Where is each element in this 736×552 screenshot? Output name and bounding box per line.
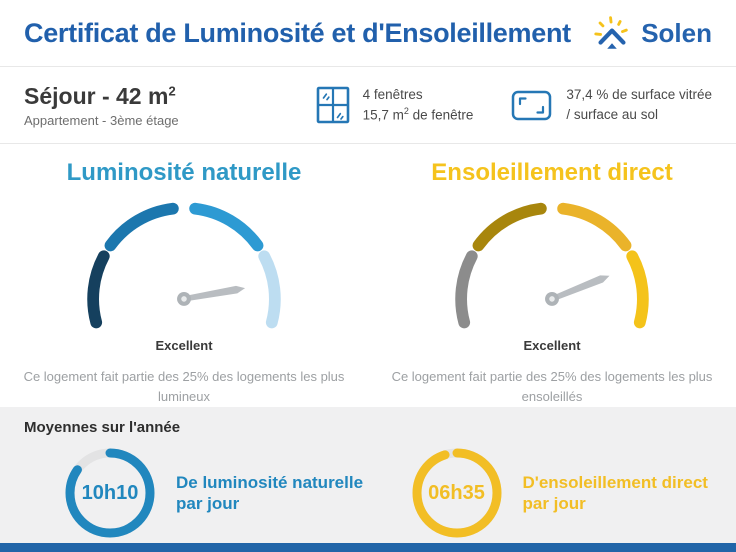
gauge-luminosity-description: Ce logement fait partie des 25% des loge…	[23, 369, 345, 405]
feature-glazing-line1: 37,4 % de surface vitrée	[566, 87, 712, 103]
gauge-sunlight: Ensoleillement direct Excellent Ce logem…	[368, 158, 736, 407]
sunlight-hours-label: D'ensoleillement direct par jour	[523, 472, 708, 515]
gauge-luminosity: Luminosité naturelle Excellent Ce logeme…	[0, 158, 368, 407]
gauge-sunlight-chart	[455, 202, 649, 329]
sunlight-label-line2: par jour	[522, 494, 586, 514]
property-subtitle: Appartement - 3ème étage	[24, 112, 179, 128]
feature-windows-line2-pre: 15,7 m	[362, 107, 404, 123]
footer: www.solen.co Certificat zfjbfKBGrKE	[0, 543, 736, 552]
ring-chart	[412, 448, 501, 538]
glazing-ratio-icon	[512, 90, 552, 121]
brand-name: Solen	[641, 17, 712, 48]
feature-windows-line1: 4 fenêtres	[362, 87, 423, 103]
average-luminosity: 10h10 De luminosité naturelle par jour	[24, 447, 366, 539]
sunlight-label-line1: D'ensoleillement direct	[522, 473, 708, 493]
luminosity-label-line2: par jour	[176, 494, 240, 514]
ring-chart	[65, 448, 155, 538]
property-info: Séjour - 42 m2 Appartement - 3ème étage	[24, 83, 179, 128]
house-sun-icon	[594, 16, 628, 49]
property-section: Séjour - 42 m2 Appartement - 3ème étage	[0, 67, 736, 144]
gauge-luminosity-rating: Excellent	[155, 338, 213, 353]
window-icon	[316, 86, 349, 124]
feature-glazing-text: 37,4 % de surface vitrée / surface au so…	[566, 85, 712, 124]
property-name: Séjour - 42 m2	[24, 83, 179, 110]
property-features: 4 fenêtres 15,7 m2 de fenêtre 37,4 % de …	[316, 85, 712, 125]
sunlight-progress-ring: 06h35	[411, 447, 503, 539]
gauge-needle	[183, 285, 246, 302]
luminosity-progress-ring: 10h10	[64, 447, 156, 539]
averages-section: Moyennes sur l'année 10h10 De luminosité…	[0, 407, 736, 544]
feature-glazing-line2: / surface au sol	[566, 107, 658, 122]
luminosity-label-line1: De luminosité naturelle	[176, 473, 364, 493]
luminosity-hours-label: De luminosité naturelle par jour	[176, 472, 363, 515]
gauge-sunlight-description: Ce logement fait partie des 25% des loge…	[391, 369, 713, 405]
gauges-section: Luminosité naturelle Excellent Ce logeme…	[0, 144, 736, 407]
feature-windows-line2: 15,7 m2 de fenêtre	[363, 105, 474, 125]
sunlight-hours-value: 06h35	[428, 481, 485, 504]
feature-windows-line2-post: de fenêtre	[408, 107, 474, 123]
feature-windows-text: 4 fenêtres 15,7 m2 de fenêtre	[363, 85, 474, 125]
gauge-luminosity-title: Luminosité naturelle	[66, 159, 302, 186]
page-title: Certificat de Luminosité et d'Ensoleille…	[24, 17, 571, 48]
feature-windows-line2-sup: 2	[403, 105, 409, 116]
solen-logo: Solen	[591, 13, 712, 53]
gauge-sunlight-title: Ensoleillement direct	[431, 159, 673, 186]
average-sunlight: 06h35 D'ensoleillement direct par jour	[366, 447, 713, 539]
feature-glazing: 37,4 % de surface vitrée / surface au so…	[511, 85, 712, 124]
feature-windows: 4 fenêtres 15,7 m2 de fenêtre	[316, 85, 474, 125]
gauge-luminosity-chart	[87, 202, 281, 329]
averages-heading: Moyennes sur l'année	[24, 419, 181, 437]
luminosity-hours-value: 10h10	[81, 481, 139, 504]
gauge-needle	[550, 275, 610, 302]
property-name-text: Séjour - 42 m	[24, 82, 169, 109]
averages-rows: 10h10 De luminosité naturelle par jour 0…	[24, 447, 712, 539]
header: Certificat de Luminosité et d'Ensoleille…	[0, 0, 736, 67]
property-name-sup: 2	[168, 82, 176, 98]
gauge-sunlight-rating: Excellent	[523, 338, 581, 353]
